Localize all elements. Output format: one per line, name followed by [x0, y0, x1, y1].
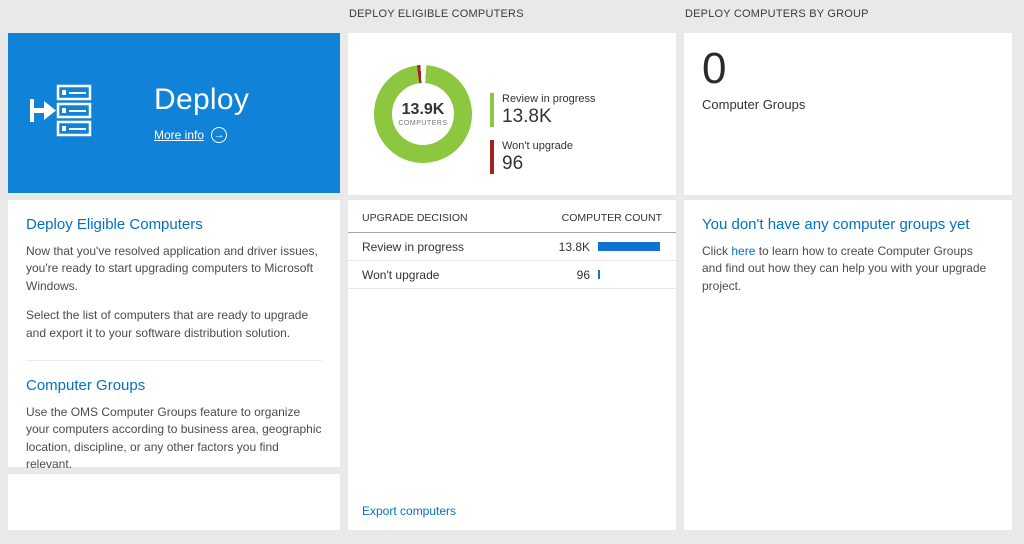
- count-bar: [598, 242, 660, 251]
- more-info-arrow-icon[interactable]: →: [211, 127, 228, 143]
- deploy-tile[interactable]: Deploy More info →: [8, 33, 340, 193]
- tile-title: Deploy: [154, 83, 250, 116]
- table-row[interactable]: Review in progress 13.8K: [348, 233, 676, 261]
- middle-column-header: DEPLOY ELIGIBLE COMPUTERS: [349, 8, 524, 20]
- upgrade-decision-table-card: UPGRADE DECISION COMPUTER COUNT Review i…: [348, 200, 676, 530]
- computer-groups-count-card: 0 Computer Groups: [684, 33, 1012, 195]
- chart-legend: Review in progress 13.8K Won't upgrade 9…: [490, 93, 596, 187]
- column-header-computer-count: COMPUTER COUNT: [561, 212, 662, 224]
- here-link[interactable]: here: [731, 244, 756, 258]
- row-value: 13.8K: [558, 239, 590, 254]
- legend-color-bar: [490, 93, 494, 127]
- no-groups-paragraph: Click here to learn how to create Comput…: [702, 243, 994, 295]
- legend-color-bar: [490, 140, 494, 174]
- row-label: Won't upgrade: [362, 267, 440, 282]
- count-bar: [598, 270, 600, 279]
- legend-label: Review in progress: [502, 93, 596, 105]
- export-computers-link[interactable]: Export computers: [362, 504, 457, 518]
- right-column-header: DEPLOY COMPUTERS BY GROUP: [685, 8, 869, 20]
- deploy-description-card: Deploy Eligible Computers Now that you'v…: [8, 200, 340, 471]
- no-groups-heading: You don't have any computer groups yet: [702, 216, 970, 233]
- deploy-eligible-paragraph-2: Select the list of computers that are re…: [26, 308, 309, 340]
- text-before-link: Click: [702, 244, 732, 258]
- legend-label: Won't upgrade: [502, 140, 574, 152]
- computer-groups-count: 0: [702, 44, 727, 93]
- donut-chart[interactable]: 13.9K COMPUTERS: [374, 65, 472, 163]
- column-header-upgrade-decision: UPGRADE DECISION: [362, 212, 468, 224]
- table-header-row: UPGRADE DECISION COMPUTER COUNT: [348, 200, 676, 233]
- row-value: 96: [576, 267, 590, 282]
- text-after-link: to learn how to create Computer Groups a…: [702, 244, 987, 293]
- legend-value: 13.8K: [502, 106, 552, 127]
- computer-groups-paragraph: Use the OMS Computer Groups feature to o…: [26, 404, 322, 472]
- eligible-computers-chart-card: 13.9K COMPUTERS Review in progress 13.8K…: [348, 33, 676, 195]
- deploy-icon: [30, 83, 94, 144]
- row-bar-container: [598, 242, 662, 251]
- legend-value: 96: [502, 153, 524, 174]
- table-row[interactable]: Won't upgrade 96: [348, 261, 676, 289]
- donut-center: 13.9K COMPUTERS: [392, 83, 454, 145]
- donut-center-value: 13.9K: [401, 101, 445, 118]
- left-empty-strip: [8, 474, 340, 530]
- computer-groups-heading: Computer Groups: [26, 376, 146, 394]
- computer-groups-count-label: Computer Groups: [702, 97, 806, 113]
- no-computer-groups-card: You don't have any computer groups yet C…: [684, 200, 1012, 530]
- legend-item-review-in-progress: Review in progress 13.8K: [490, 93, 596, 128]
- donut-center-label: COMPUTERS: [398, 120, 448, 127]
- deploy-eligible-paragraph-1: Now that you've resolved application and…: [26, 244, 318, 293]
- row-label: Review in progress: [362, 239, 465, 254]
- legend-item-wont-upgrade: Won't upgrade 96: [490, 140, 596, 175]
- row-bar-container: [598, 270, 662, 279]
- more-info-link[interactable]: More info: [154, 128, 205, 142]
- deploy-eligible-heading: Deploy Eligible Computers: [26, 216, 203, 233]
